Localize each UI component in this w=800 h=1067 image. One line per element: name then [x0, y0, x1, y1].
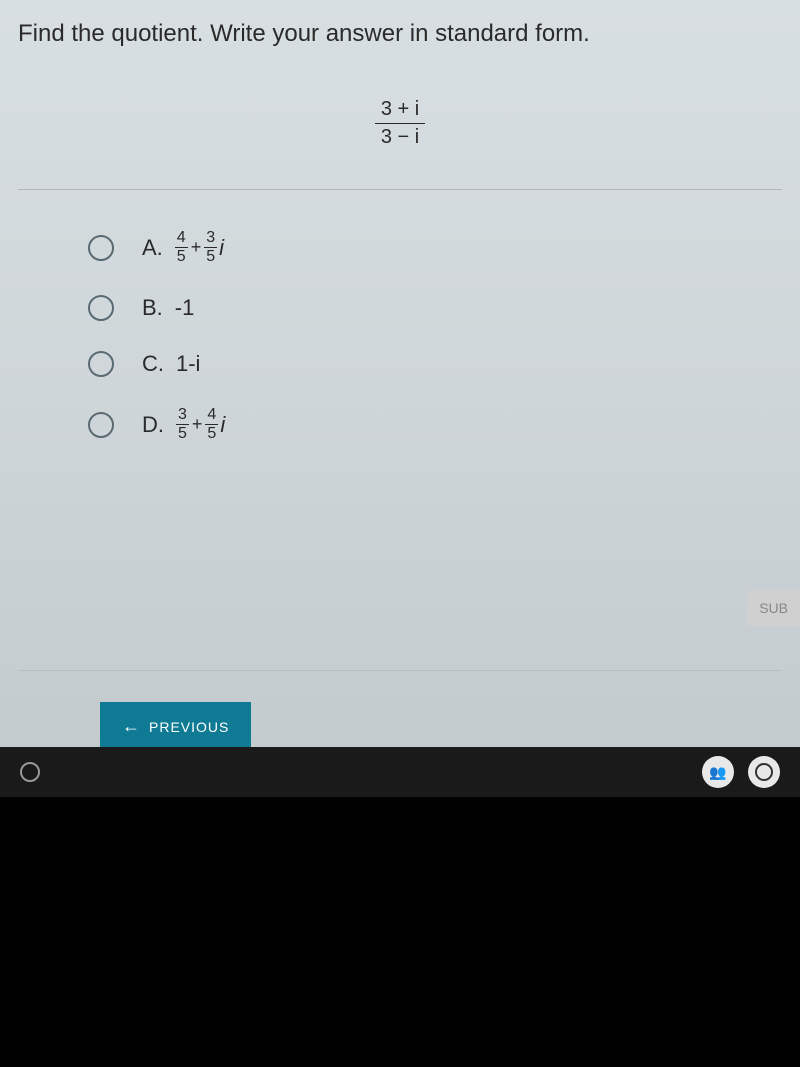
main-fraction: 3 + i 3 − i	[375, 98, 425, 149]
option-d[interactable]: D. 3 5 + 4 5 i	[88, 407, 782, 442]
option-d-frac1: 3 5	[176, 407, 189, 442]
option-b[interactable]: B. -1	[88, 295, 782, 321]
previous-button[interactable]: ← PREVIOUS	[100, 702, 251, 751]
assistant-icon[interactable]	[748, 756, 780, 788]
numerator: 3 + i	[375, 98, 425, 124]
footer-divider	[18, 670, 782, 671]
taskbar: 👥	[0, 747, 800, 797]
cortana-icon[interactable]	[20, 762, 40, 782]
radio-c[interactable]	[88, 351, 114, 377]
denominator: 3 − i	[375, 124, 425, 149]
option-c-label: C. 1-i	[142, 351, 200, 377]
expression-area: 3 + i 3 − i	[18, 98, 782, 149]
section-divider	[18, 189, 782, 190]
radio-d[interactable]	[88, 412, 114, 438]
option-d-label: D. 3 5 + 4 5 i	[142, 407, 225, 442]
radio-a[interactable]	[88, 235, 114, 261]
system-tray: 👥	[702, 756, 780, 788]
option-b-label: B. -1	[142, 295, 194, 321]
quiz-screen: Find the quotient. Write your answer in …	[0, 0, 800, 780]
teams-icon[interactable]: 👥	[702, 756, 734, 788]
option-a-frac2: 3 5	[204, 230, 217, 265]
option-d-frac2: 4 5	[205, 407, 218, 442]
option-a-label: A. 4 5 + 3 5 i	[142, 230, 224, 265]
submit-button[interactable]: SUB	[747, 590, 800, 626]
option-c[interactable]: C. 1-i	[88, 351, 782, 377]
option-a-frac1: 4 5	[175, 230, 188, 265]
option-a[interactable]: A. 4 5 + 3 5 i	[88, 230, 782, 265]
arrow-left-icon: ←	[122, 716, 141, 737]
question-prompt: Find the quotient. Write your answer in …	[18, 20, 782, 48]
radio-b[interactable]	[88, 295, 114, 321]
options-list: A. 4 5 + 3 5 i B. -1	[18, 230, 782, 442]
